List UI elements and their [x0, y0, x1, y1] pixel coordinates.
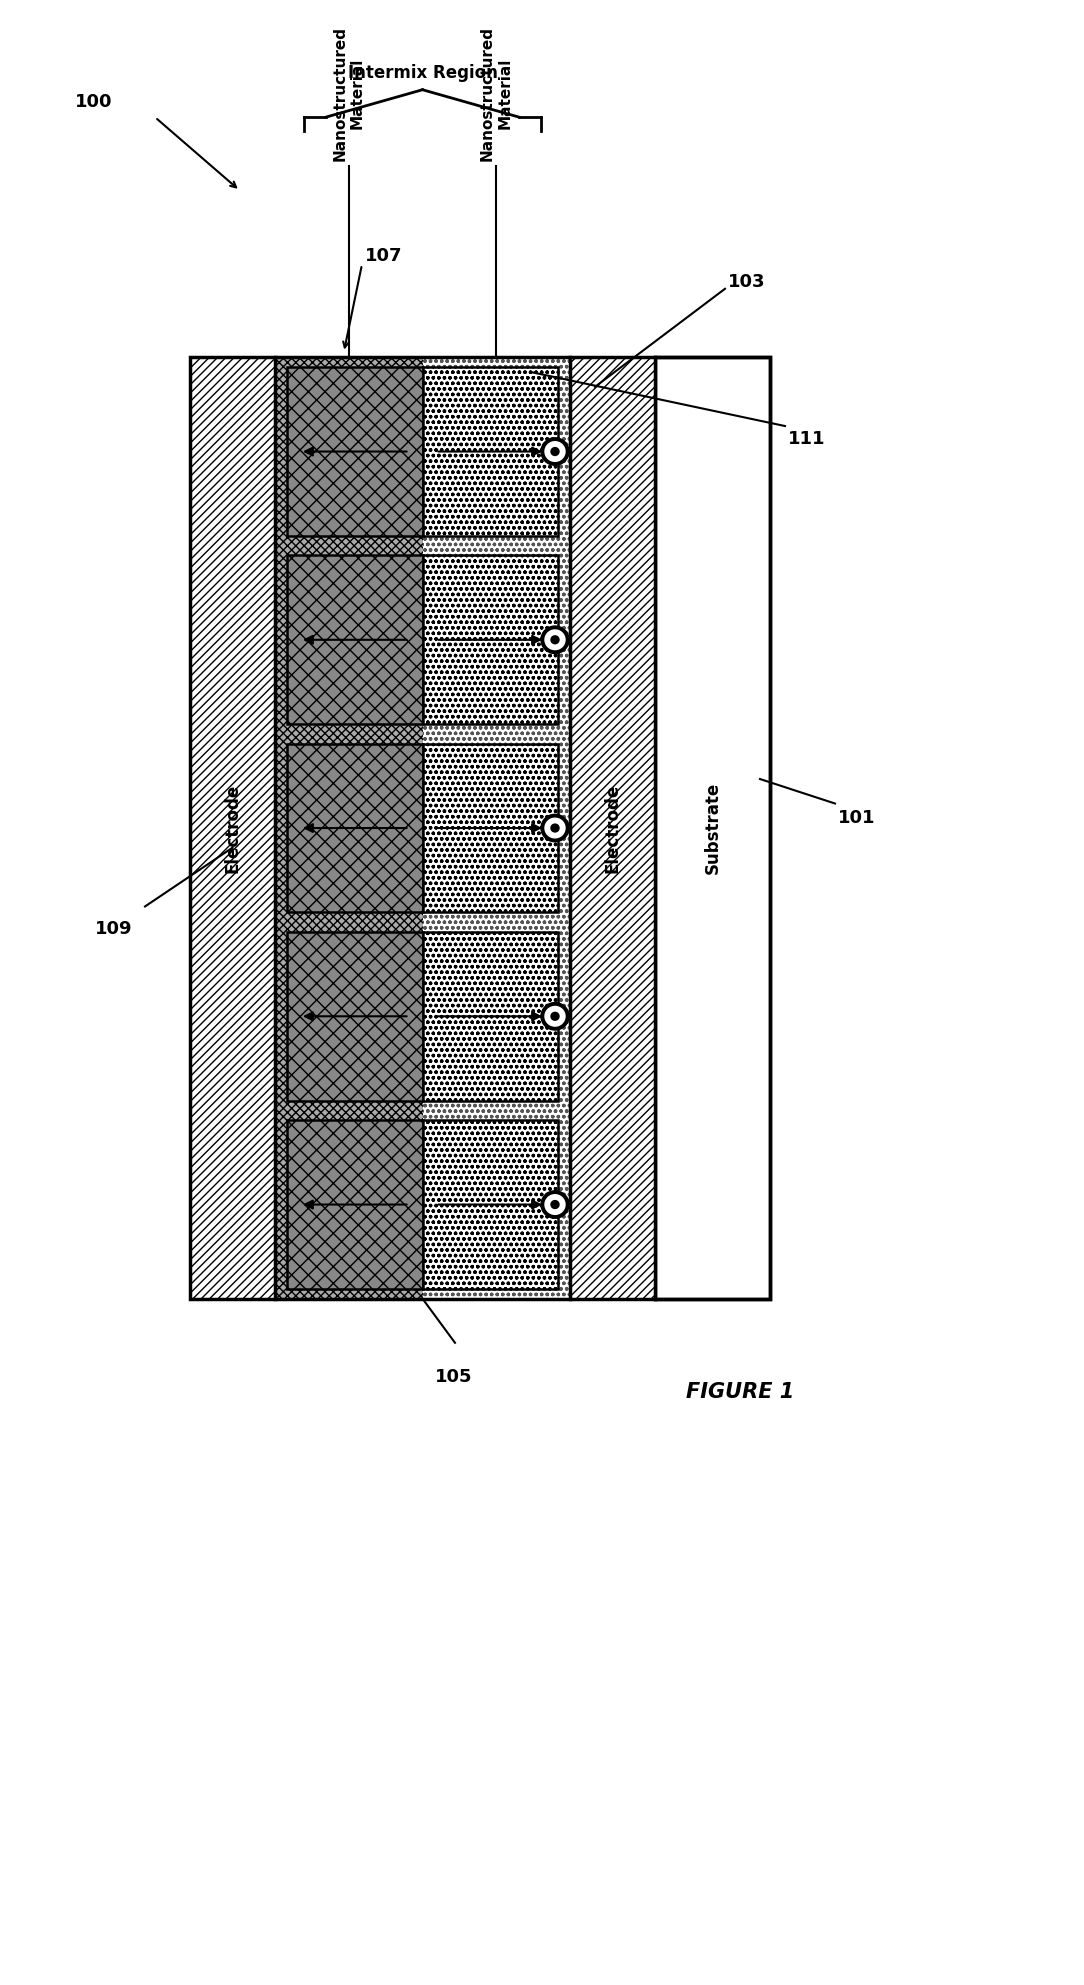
- Text: 111: 111: [788, 429, 826, 449]
- Bar: [287, 367, 423, 536]
- Bar: [423, 933, 558, 1100]
- Circle shape: [545, 1006, 565, 1026]
- Text: Substrate: Substrate: [704, 782, 722, 873]
- Text: 105: 105: [435, 1368, 473, 1386]
- Bar: [423, 556, 558, 725]
- Circle shape: [541, 1191, 569, 1219]
- Text: FIGURE 1: FIGURE 1: [686, 1382, 795, 1401]
- Bar: [655, 357, 770, 1298]
- Circle shape: [551, 635, 559, 643]
- Circle shape: [551, 447, 559, 455]
- Text: Intermix Region: Intermix Region: [348, 64, 498, 81]
- Circle shape: [551, 1012, 559, 1020]
- Text: 107: 107: [365, 248, 402, 266]
- Circle shape: [545, 443, 565, 461]
- Text: 101: 101: [838, 810, 876, 828]
- Bar: [423, 744, 558, 913]
- Circle shape: [545, 1195, 565, 1215]
- Text: 100: 100: [75, 93, 113, 111]
- Text: 109: 109: [95, 919, 132, 939]
- Bar: [287, 556, 423, 725]
- Circle shape: [541, 814, 569, 842]
- Text: 103: 103: [728, 272, 765, 292]
- Circle shape: [551, 1201, 559, 1209]
- Bar: [570, 357, 655, 1298]
- Circle shape: [545, 629, 565, 649]
- Bar: [423, 357, 570, 1298]
- Bar: [423, 1120, 558, 1288]
- Circle shape: [541, 439, 569, 464]
- Text: Electrode: Electrode: [223, 784, 242, 873]
- Bar: [287, 744, 423, 913]
- Bar: [190, 357, 275, 1298]
- Bar: [275, 357, 423, 1298]
- Circle shape: [541, 1002, 569, 1030]
- Text: Nanostructured
Material: Nanostructured Material: [333, 26, 365, 161]
- Circle shape: [541, 625, 569, 653]
- Bar: [287, 933, 423, 1100]
- Bar: [423, 367, 558, 536]
- Text: Electrode: Electrode: [604, 784, 621, 873]
- Text: Nanostructured
Material: Nanostructured Material: [480, 26, 513, 161]
- Circle shape: [545, 818, 565, 838]
- Bar: [287, 1120, 423, 1288]
- Circle shape: [551, 824, 559, 832]
- Bar: [190, 357, 770, 1298]
